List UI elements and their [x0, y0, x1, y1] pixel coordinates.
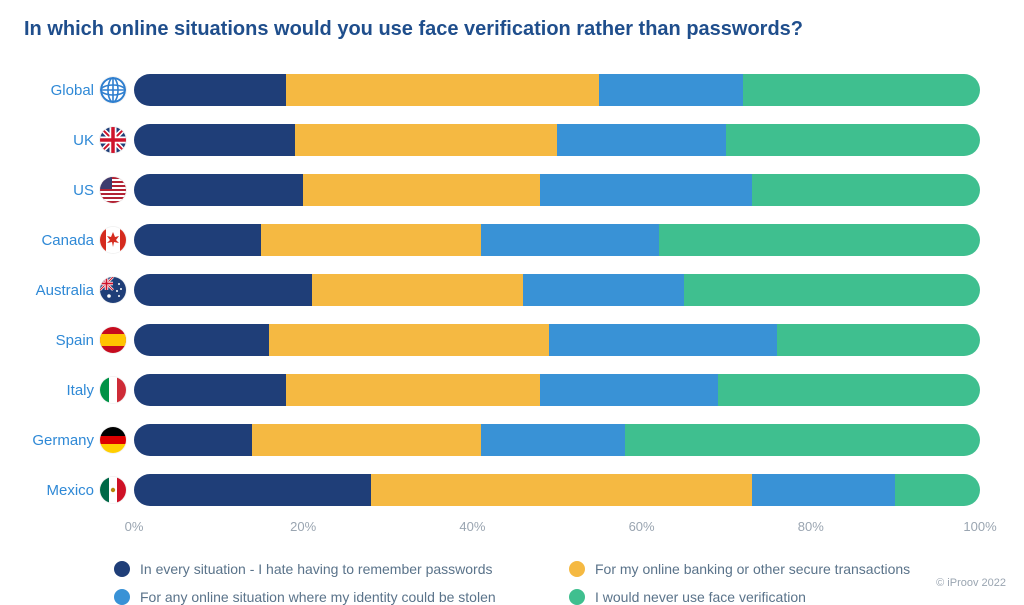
bar-segment-identity [481, 224, 659, 256]
bar-segment-banking [286, 74, 599, 106]
bar-segment-banking [261, 224, 481, 256]
legend-item: For my online banking or other secure tr… [569, 561, 1000, 577]
bar-segment-never [743, 74, 980, 106]
bar-segment-every [134, 324, 269, 356]
legend-label: I would never use face verification [595, 589, 806, 605]
stacked-bar [134, 224, 980, 256]
bar-segment-every [134, 474, 371, 506]
legend-label: For any online situation where my identi… [140, 589, 496, 605]
bar-segment-every [134, 224, 261, 256]
bar-row: Canada [134, 219, 980, 261]
bar-segment-banking [269, 324, 548, 356]
bar-segment-identity [557, 124, 726, 156]
stacked-bar [134, 174, 980, 206]
bar-segment-every [134, 174, 303, 206]
globe-flag-icon [100, 77, 126, 103]
row-label: Mexico [24, 482, 94, 499]
row-label: UK [24, 132, 94, 149]
legend-swatch [114, 561, 130, 577]
legend-swatch [569, 589, 585, 605]
row-label: Australia [24, 282, 94, 299]
bar-segment-every [134, 424, 252, 456]
bar-segment-identity [523, 274, 684, 306]
mexico-flag-icon [100, 477, 126, 503]
stacked-bar [134, 424, 980, 456]
x-tick: 60% [629, 519, 655, 534]
legend-label: For my online banking or other secure tr… [595, 561, 910, 577]
bar-segment-banking [303, 174, 540, 206]
chart-title: In which online situations would you use… [24, 18, 1000, 41]
bar-row: Germany [134, 419, 980, 461]
canada-flag-icon [100, 227, 126, 253]
bar-segment-banking [295, 124, 557, 156]
bar-row: Australia [134, 269, 980, 311]
italy-flag-icon [100, 377, 126, 403]
bar-row: Mexico [134, 469, 980, 511]
bar-row: Global [134, 69, 980, 111]
x-tick: 0% [125, 519, 144, 534]
bar-segment-every [134, 374, 286, 406]
row-label: Germany [24, 432, 94, 449]
bar-segment-identity [481, 424, 625, 456]
x-axis: 0%20%40%60%80%100% [134, 519, 980, 543]
stacked-bar [134, 274, 980, 306]
bar-segment-never [726, 124, 980, 156]
bar-segment-banking [312, 274, 524, 306]
bar-row: US [134, 169, 980, 211]
bar-segment-identity [540, 374, 718, 406]
x-tick: 100% [963, 519, 996, 534]
bar-segment-banking [252, 424, 480, 456]
bar-segment-banking [286, 374, 540, 406]
copyright: © iProov 2022 [936, 577, 1006, 589]
stacked-bar [134, 124, 980, 156]
bar-row: UK [134, 119, 980, 161]
bar-segment-never [718, 374, 980, 406]
legend-item: For any online situation where my identi… [114, 589, 545, 605]
x-tick: 40% [459, 519, 485, 534]
chart-area: Global UK US Canada Australia Spain Italy Germa… [24, 69, 1000, 543]
australia-flag-icon [100, 277, 126, 303]
legend-item: I would never use face verification [569, 589, 1000, 605]
uk-flag-icon [100, 127, 126, 153]
stacked-bar [134, 324, 980, 356]
us-flag-icon [100, 177, 126, 203]
stacked-bar [134, 474, 980, 506]
row-label: Italy [24, 382, 94, 399]
bar-segment-identity [540, 174, 752, 206]
germany-flag-icon [100, 427, 126, 453]
stacked-bar [134, 74, 980, 106]
row-label: Global [24, 82, 94, 99]
legend-swatch [569, 561, 585, 577]
stacked-bar [134, 374, 980, 406]
bar-segment-never [625, 424, 980, 456]
row-label: US [24, 182, 94, 199]
bar-segment-never [684, 274, 980, 306]
bar-segment-identity [549, 324, 777, 356]
legend: In every situation - I hate having to re… [24, 561, 1000, 605]
row-label: Canada [24, 232, 94, 249]
bar-segment-identity [599, 74, 743, 106]
x-tick: 20% [290, 519, 316, 534]
bar-segment-every [134, 274, 312, 306]
bar-segment-never [752, 174, 980, 206]
spain-flag-icon [100, 327, 126, 353]
bar-row: Spain [134, 319, 980, 361]
bar-segment-banking [371, 474, 752, 506]
legend-label: In every situation - I hate having to re… [140, 561, 493, 577]
bar-row: Italy [134, 369, 980, 411]
bar-segment-never [777, 324, 980, 356]
bar-segment-every [134, 124, 295, 156]
x-tick: 80% [798, 519, 824, 534]
legend-item: In every situation - I hate having to re… [114, 561, 545, 577]
row-label: Spain [24, 332, 94, 349]
bar-segment-never [895, 474, 980, 506]
bar-segment-never [659, 224, 980, 256]
bar-segment-every [134, 74, 286, 106]
legend-swatch [114, 589, 130, 605]
bar-segment-identity [752, 474, 896, 506]
